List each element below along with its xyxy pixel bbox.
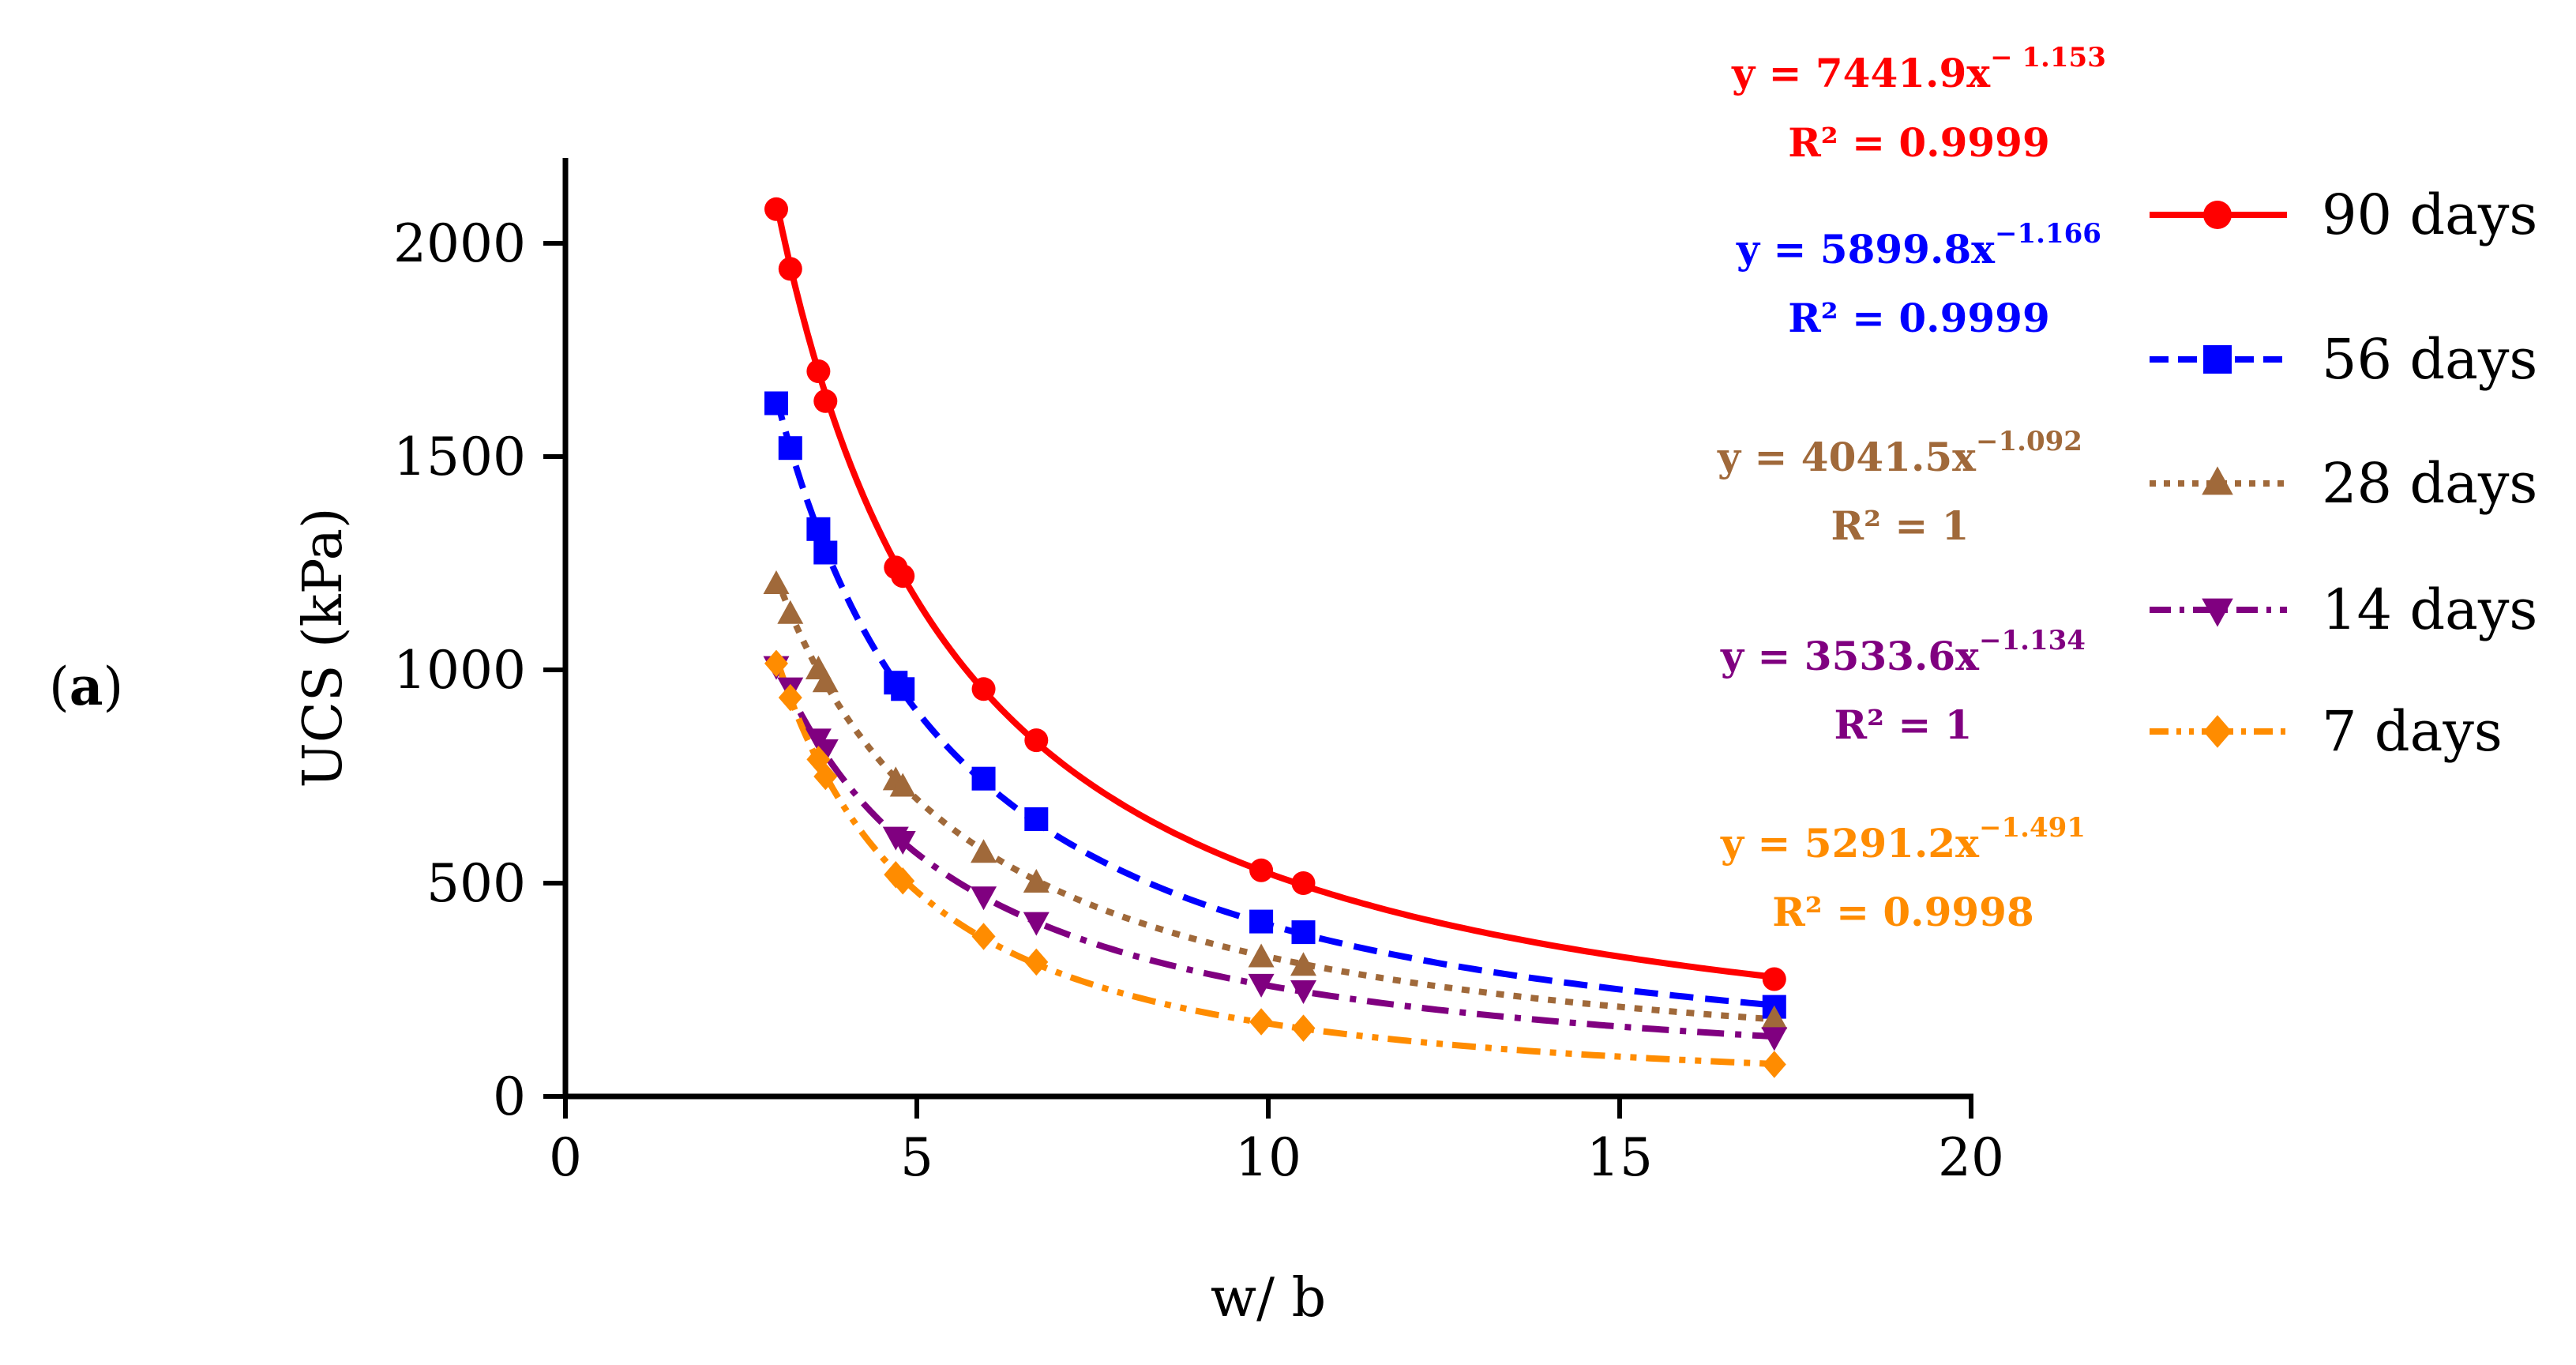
data-point (1291, 920, 1316, 945)
r-squared-text: R² = 1 (1834, 701, 1973, 748)
data-point (806, 517, 831, 541)
data-point (971, 886, 997, 911)
x-tick-label: 0 (549, 1127, 582, 1188)
data-point (1248, 973, 1275, 998)
axes: 0 5 10 15 20 0 500 1000 1500 2000 (393, 158, 2004, 1188)
data-point (806, 359, 831, 383)
data-point (971, 677, 996, 701)
data-point (889, 831, 916, 855)
data-point (764, 649, 788, 678)
equation-text: y = 5899.8x−1.166 (1736, 218, 2101, 273)
y-tick-label: 1500 (393, 427, 526, 487)
x-tick-label: 15 (1587, 1127, 1653, 1188)
data-point (1249, 858, 1274, 882)
data-point (1290, 952, 1316, 976)
data-point (778, 683, 802, 712)
fit-curve-14-days (773, 661, 1775, 1040)
legend-item-14-days: 14 days (2150, 577, 2537, 642)
data-point (778, 436, 802, 461)
data-point (764, 391, 788, 416)
data-point (813, 762, 838, 791)
r-squared-text: R² = 0.9999 (1788, 119, 2050, 166)
data-point (1762, 967, 1786, 991)
panel-label: (a) (49, 656, 123, 717)
data-point (1249, 1008, 1274, 1036)
x-tick-label: 20 (1938, 1127, 2004, 1188)
data-point (971, 923, 996, 950)
equation-28-days: y = 4041.5x−1.092 R² = 1 (1717, 426, 2082, 549)
data-point (891, 867, 915, 895)
r-squared-text: R² = 0.9999 (1788, 295, 2050, 341)
data-point (1024, 948, 1049, 976)
data-point (1761, 1005, 1788, 1029)
fit-curve-56-days (773, 397, 1775, 1009)
data-point (812, 668, 839, 693)
equation-text: y = 5291.2x−1.491 (1720, 812, 2086, 867)
data-point (1024, 728, 1049, 753)
legend: 90 days 56 days 28 days 14 days 7 days (2150, 182, 2537, 764)
data-markers (763, 197, 1788, 1078)
data-point (777, 600, 804, 624)
equation-90-days: y = 7441.9x− 1.153 R² = 0.9999 (1731, 42, 2106, 166)
legend-marker (2203, 345, 2232, 374)
y-tick-label: 0 (493, 1066, 526, 1127)
data-point (971, 766, 996, 791)
data-point (1291, 871, 1316, 895)
legend-marker (2202, 598, 2233, 627)
equation-text: y = 4041.5x−1.092 (1717, 426, 2082, 480)
equation-56-days: y = 5899.8x−1.166 R² = 0.9999 (1736, 218, 2101, 341)
y-tick-label: 1000 (393, 640, 526, 701)
data-point (778, 257, 802, 281)
fit-curve-28-days (773, 576, 1775, 1023)
data-point (891, 564, 915, 588)
y-tick-label: 2000 (393, 213, 526, 274)
data-point (1290, 980, 1316, 1004)
x-axis-title: w/ b (1211, 1267, 1326, 1329)
fit-curve-90-days (773, 201, 1775, 980)
data-point (1023, 912, 1050, 936)
data-point (1761, 1027, 1788, 1051)
y-axis-title: UCS (kPa) (292, 507, 355, 788)
data-point (889, 773, 916, 797)
fit-curves (773, 201, 1775, 1067)
r-squared-text: R² = 0.9998 (1772, 889, 2034, 935)
data-point (813, 540, 838, 565)
data-point (813, 389, 838, 413)
legend-label: 14 days (2322, 577, 2537, 642)
data-point (1248, 943, 1275, 968)
legend-marker (2202, 466, 2233, 495)
legend-item-28-days: 28 days (2150, 451, 2537, 516)
x-tick-label: 5 (900, 1127, 933, 1188)
data-point (763, 570, 790, 594)
legend-item-56-days: 56 days (2150, 327, 2537, 392)
equation-14-days: y = 3533.6x−1.134 R² = 1 (1720, 625, 2086, 748)
data-point (1023, 869, 1050, 893)
data-point (971, 839, 997, 863)
legend-item-7-days: 7 days (2150, 699, 2503, 764)
data-point (1249, 909, 1274, 934)
x-tick-label: 10 (1235, 1127, 1301, 1188)
equation-text: y = 3533.6x−1.134 (1720, 625, 2086, 679)
equation-7-days: y = 5291.2x−1.491 R² = 0.9998 (1720, 812, 2086, 935)
legend-marker (2203, 715, 2232, 748)
data-point (1291, 1014, 1316, 1042)
r-squared-text: R² = 1 (1831, 502, 1970, 549)
legend-label: 90 days (2322, 182, 2537, 247)
y-tick-label: 500 (426, 853, 526, 914)
fit-curve-7-days (773, 656, 1774, 1067)
data-point (891, 677, 915, 701)
equation-text: y = 7441.9x− 1.153 (1731, 42, 2106, 96)
legend-label: 56 days (2322, 327, 2537, 392)
legend-label: 7 days (2322, 699, 2503, 764)
legend-marker (2203, 201, 2232, 229)
legend-label: 28 days (2322, 451, 2537, 516)
data-point (1024, 807, 1049, 831)
legend-item-90-days: 90 days (2150, 182, 2537, 247)
data-point (764, 197, 788, 221)
data-point (1762, 1051, 1786, 1078)
data-point (812, 739, 839, 763)
